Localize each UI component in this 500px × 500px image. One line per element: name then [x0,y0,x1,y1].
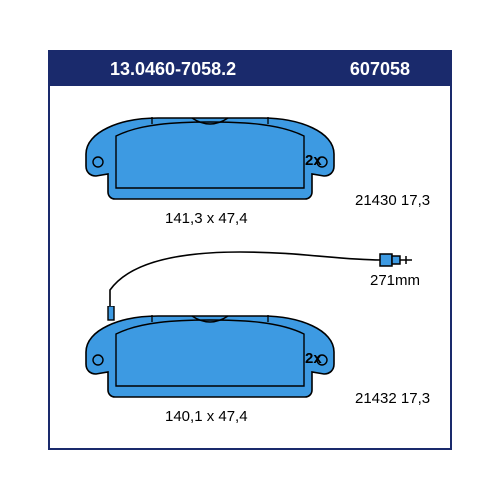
header-code: 607058 [350,59,450,80]
wear-sensor-drawing [80,242,420,312]
bottom-pad-dimensions: 140,1 x 47,4 [165,408,248,425]
header-part-number: 13.0460-7058.2 [50,59,236,80]
top-pad-qty: 2x [305,152,322,169]
top-pad-dimensions: 141,3 x 47,4 [165,210,248,227]
header-bar: 13.0460-7058.2 607058 [50,52,450,86]
top-pad-drawing [80,114,340,202]
top-pad-ref: 21430 17,3 [355,192,430,209]
sensor-length: 271mm [370,272,420,289]
bottom-pad-qty: 2x [305,350,322,367]
bottom-pad-ref: 21432 17,3 [355,390,430,407]
diagram-frame: 13.0460-7058.2 607058 2x 141,3 x 47,4 21… [48,50,452,450]
bottom-pad-drawing [80,306,340,400]
